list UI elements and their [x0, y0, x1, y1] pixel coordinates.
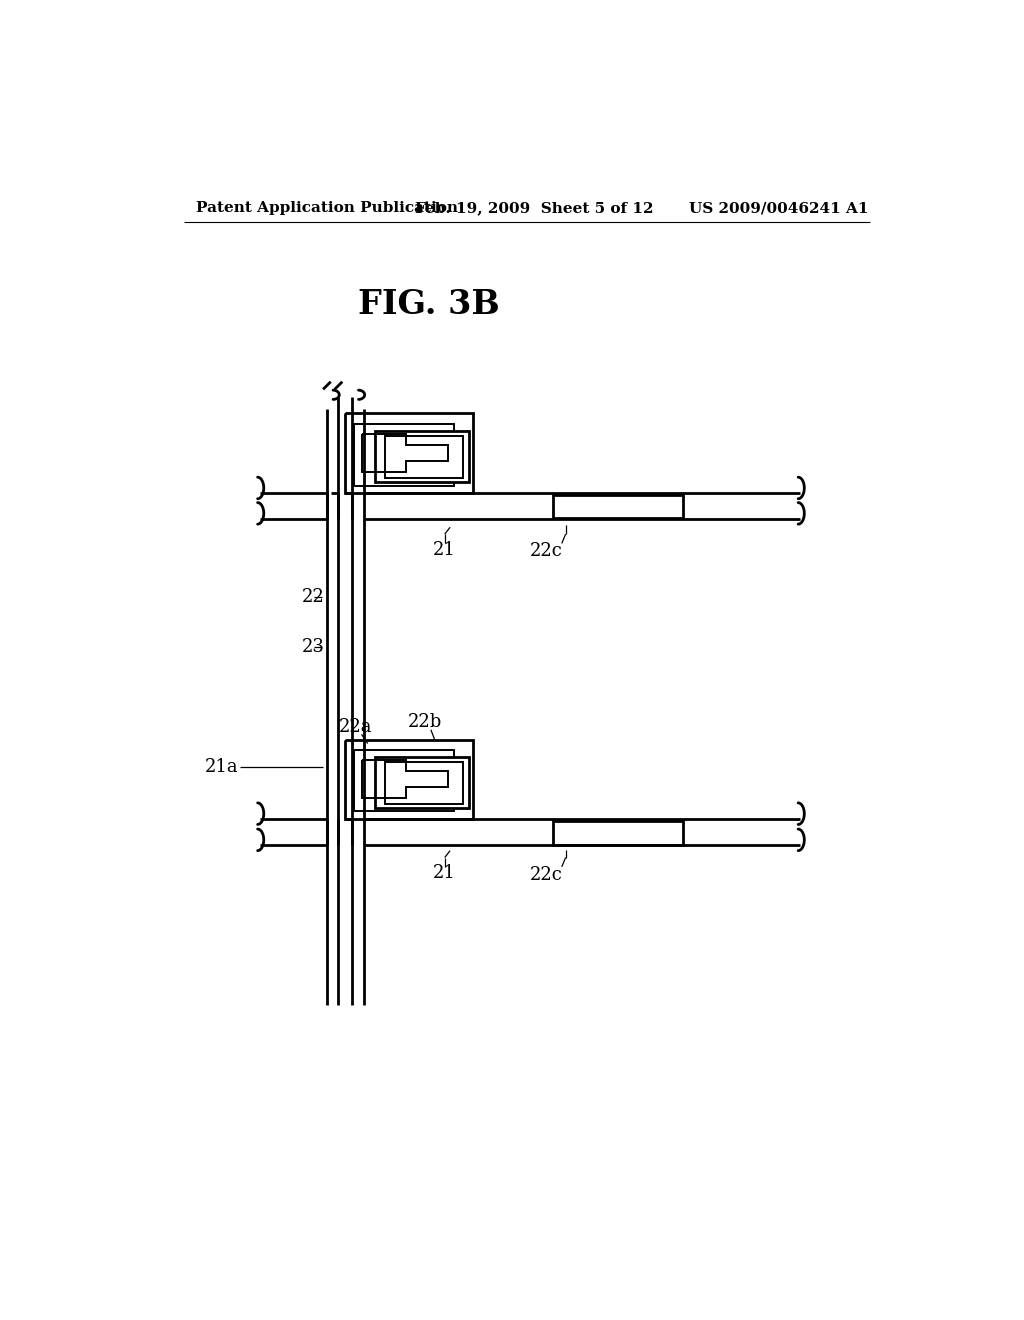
Text: 22: 22	[301, 589, 325, 606]
Text: 23: 23	[301, 639, 325, 656]
Bar	[354, 424, 454, 486]
Text: 21: 21	[433, 865, 456, 882]
Bar	[354, 750, 454, 812]
Text: 22b: 22b	[408, 713, 441, 731]
Text: 22a: 22a	[339, 718, 372, 735]
Text: 22c: 22c	[530, 866, 563, 883]
Bar	[553, 495, 683, 517]
Text: FIG. 3B: FIG. 3B	[358, 288, 500, 321]
Bar	[376, 756, 469, 808]
Text: US 2009/0046241 A1: US 2009/0046241 A1	[689, 202, 868, 215]
Bar	[385, 762, 463, 804]
Text: 21a: 21a	[205, 758, 239, 776]
Text: 22c: 22c	[530, 543, 563, 560]
Bar	[376, 432, 469, 482]
Text: 21: 21	[433, 541, 456, 558]
Bar	[553, 821, 683, 845]
Text: Patent Application Publication: Patent Application Publication	[196, 202, 458, 215]
Bar	[385, 437, 463, 478]
Text: Feb. 19, 2009  Sheet 5 of 12: Feb. 19, 2009 Sheet 5 of 12	[416, 202, 654, 215]
